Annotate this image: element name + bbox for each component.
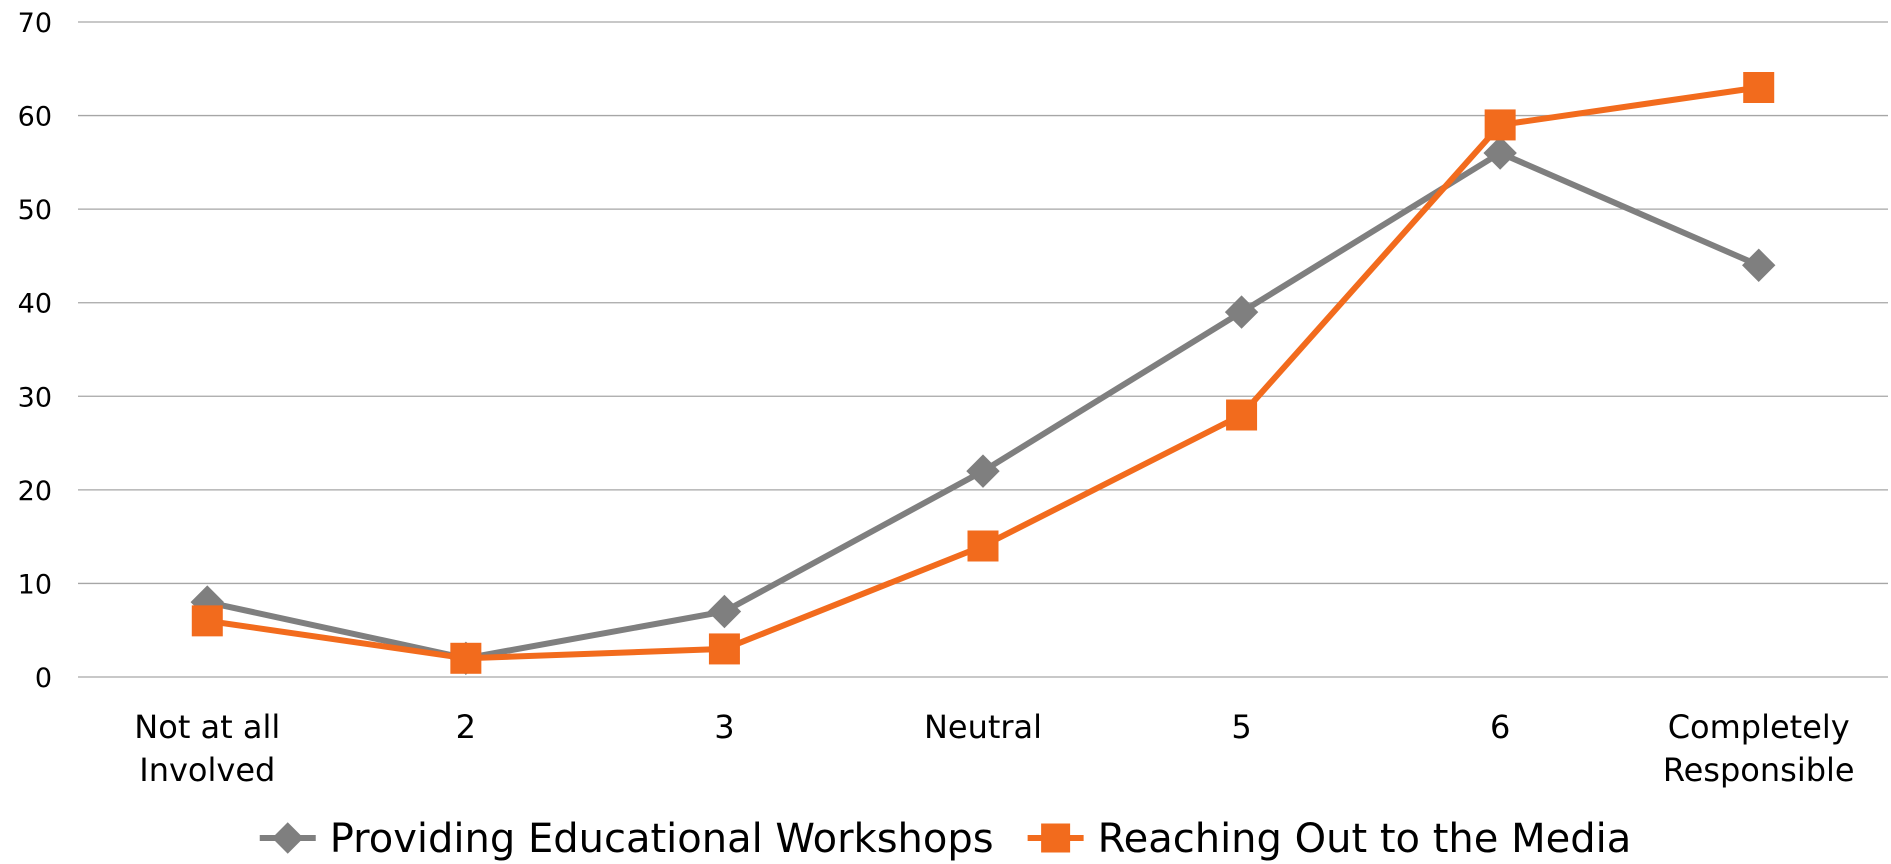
x-category-label: 6: [1490, 708, 1510, 746]
x-category-label: Involved: [139, 751, 275, 789]
data-point-diamond: [1483, 136, 1517, 170]
legend-label: Providing Educational Workshops: [330, 816, 994, 862]
x-category-label: 3: [714, 708, 734, 746]
data-point-diamond: [1224, 295, 1259, 329]
y-tick-label: 0: [35, 663, 52, 694]
legend: Providing Educational Workshops Reaching …: [259, 816, 1632, 862]
data-point-square: [967, 530, 999, 562]
data-point-square: [450, 642, 482, 674]
series: [190, 72, 1776, 675]
data-point-square: [1484, 109, 1516, 141]
y-tick-label: 60: [18, 102, 52, 133]
data-point-square: [1743, 72, 1775, 103]
y-tick-label: 10: [18, 569, 52, 600]
y-tick-label: 20: [18, 476, 52, 507]
series-1: [191, 72, 1775, 674]
data-point-diamond: [1742, 248, 1776, 282]
data-point-square: [708, 633, 740, 665]
series-line: [204, 84, 1762, 662]
legend-item: Providing Educational Workshops: [259, 816, 994, 862]
gridlines: [78, 21, 1888, 678]
legend-item: Reaching Out to the Media: [1027, 816, 1632, 862]
y-tick-label: 70: [18, 8, 52, 39]
x-category-label: 5: [1231, 708, 1251, 746]
y-tick-label: 40: [18, 289, 52, 320]
legend-label: Reaching Out to the Media: [1098, 816, 1632, 862]
series-line: [204, 150, 1762, 662]
x-category-label: Neutral: [924, 708, 1042, 746]
data-point-square: [191, 605, 223, 637]
data-point-square: [1041, 823, 1071, 853]
x-category-label: Completely: [1668, 708, 1850, 746]
y-axis-tick-labels: 0 10 20 30 40 50 60 70: [18, 8, 52, 694]
data-point-diamond: [966, 454, 1000, 488]
data-point-square: [1226, 399, 1258, 431]
series-0: [190, 136, 1776, 675]
y-tick-label: 50: [18, 195, 52, 226]
x-category-label: Responsible: [1663, 751, 1855, 789]
x-axis-category-labels: Not at all Involved 2 3 Neutral 5 6 Completely R…: [134, 708, 1854, 789]
x-category-label: Not at all: [134, 708, 280, 746]
y-tick-label: 30: [18, 382, 52, 413]
x-category-label: 2: [456, 708, 476, 746]
data-point-diamond: [272, 822, 304, 854]
data-point-diamond: [707, 594, 742, 629]
